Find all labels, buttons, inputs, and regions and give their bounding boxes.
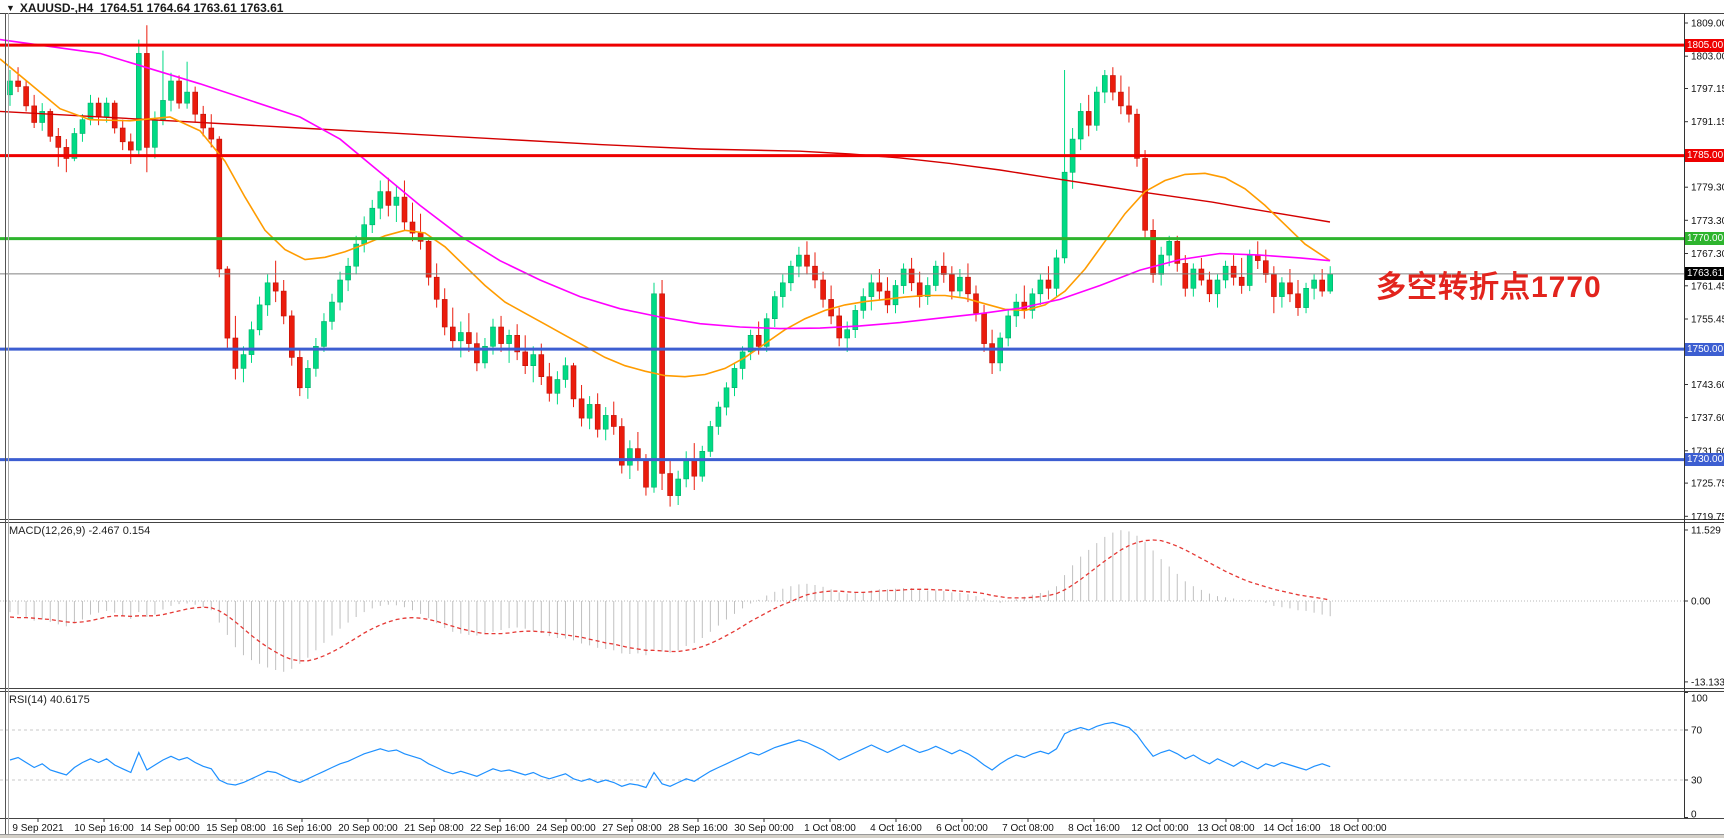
price-tick-label: 1755.45 bbox=[1691, 315, 1724, 326]
date-tick-label: 8 Oct 16:00 bbox=[1068, 823, 1120, 834]
price-tick-label: 1737.60 bbox=[1691, 413, 1724, 424]
time-axis-layer[interactable]: 9 Sep 2021 10 Sep 16:00 14 Sep 00:00 15 Sep… bbox=[12, 818, 1387, 835]
date-tick-label: 14 Oct 16:00 bbox=[1263, 823, 1321, 834]
rsi-tick-label: 70 bbox=[1691, 726, 1703, 737]
frame-layer bbox=[0, 13, 1724, 838]
rsi-line bbox=[9, 721, 1331, 789]
macd-panel-layer bbox=[0, 530, 1684, 672]
moving-averages-layer bbox=[0, 38, 1331, 378]
rsi-tick-label: 100 bbox=[1691, 694, 1708, 705]
macd-tick-label: -13.133 bbox=[1691, 677, 1724, 688]
date-tick-label: 18 Oct 00:00 bbox=[1329, 823, 1387, 834]
ma-fast-line bbox=[0, 58, 1331, 378]
level-price-badge: 1770.00 bbox=[1685, 232, 1724, 246]
date-tick-label: 13 Oct 08:00 bbox=[1197, 823, 1255, 834]
price-tick-label: 1761.45 bbox=[1691, 281, 1724, 292]
price-tick-label: 1743.60 bbox=[1691, 380, 1724, 391]
macd-tick-label: 11.529 bbox=[1691, 525, 1721, 536]
date-tick-label: 27 Sep 08:00 bbox=[602, 823, 662, 834]
date-tick-label: 30 Sep 00:00 bbox=[734, 823, 794, 834]
ohlc-quotes-label: 1764.51 1764.64 1763.61 1763.61 bbox=[99, 1, 284, 15]
chart-title-bar: ▼ XAUUSD-,H4 1764.51 1764.64 1763.61 1763… bbox=[6, 1, 283, 15]
price-tick-label: 1791.15 bbox=[1691, 117, 1724, 128]
ma-mid-line bbox=[0, 38, 1331, 330]
level-price-badge: 1785.00 bbox=[1685, 149, 1724, 163]
date-tick-label: 12 Oct 00:00 bbox=[1131, 823, 1189, 834]
price-tick-label: 1719.75 bbox=[1691, 512, 1724, 523]
date-tick-label: 1 Oct 08:00 bbox=[804, 823, 856, 834]
price-tick-label: 1803.00 bbox=[1691, 52, 1724, 63]
date-tick-label: 15 Sep 08:00 bbox=[206, 823, 266, 834]
price-tick-label: 1779.30 bbox=[1691, 183, 1724, 194]
macd-signal-line bbox=[9, 539, 1331, 662]
date-tick-label: 20 Sep 00:00 bbox=[338, 823, 398, 834]
level-lines-layer bbox=[0, 43, 1684, 462]
date-tick-label: 6 Oct 00:00 bbox=[936, 823, 988, 834]
date-tick-label: 21 Sep 08:00 bbox=[404, 823, 464, 834]
date-tick-label: 22 Sep 16:00 bbox=[470, 823, 530, 834]
price-axis-layer[interactable]: 1809.00 1803.00 1797.15 1791.15 1779.30 1773.… bbox=[1684, 19, 1724, 821]
date-tick-label: 10 Sep 16:00 bbox=[74, 823, 134, 834]
price-tick-label: 1797.15 bbox=[1691, 84, 1724, 95]
macd-indicator-label: MACD(12,26,9) -2.467 0.154 bbox=[9, 525, 151, 537]
price-tick-label: 1767.30 bbox=[1691, 249, 1724, 260]
annotation-text: 多空转折点1770 bbox=[1376, 271, 1602, 304]
ma-slow-line bbox=[0, 110, 1331, 223]
rsi-tick-label: 30 bbox=[1691, 776, 1703, 787]
date-tick-label: 28 Sep 16:00 bbox=[668, 823, 728, 834]
price-tick-label: 1809.00 bbox=[1691, 19, 1724, 30]
date-tick-label: 4 Oct 16:00 bbox=[870, 823, 922, 834]
date-tick-label: 7 Oct 08:00 bbox=[1002, 823, 1054, 834]
date-tick-label: 9 Sep 2021 bbox=[12, 823, 64, 834]
symbol-timeframe-label: XAUUSD-,H4 bbox=[19, 1, 94, 15]
price-tick-label: 1731.60 bbox=[1691, 446, 1724, 457]
date-tick-label: 14 Sep 00:00 bbox=[140, 823, 200, 834]
macd-tick-label: 0.00 bbox=[1691, 597, 1711, 608]
date-tick-label: 16 Sep 16:00 bbox=[272, 823, 332, 834]
price-tick-label: 1725.75 bbox=[1691, 479, 1724, 490]
price-tick-label: 1773.30 bbox=[1691, 216, 1724, 227]
candles-layer bbox=[7, 25, 1333, 507]
chart-dropdown-icon[interactable]: ▼ bbox=[6, 3, 15, 13]
rsi-tick-label: 0 bbox=[1691, 810, 1697, 821]
date-tick-label: 24 Sep 00:00 bbox=[536, 823, 596, 834]
level-price-badge: 1805.00 bbox=[1685, 38, 1724, 52]
current-price-badge: 1763.61 bbox=[1685, 267, 1724, 281]
level-price-badge: 1750.00 bbox=[1685, 342, 1724, 356]
level-price-badge: 1730.00 bbox=[1685, 453, 1724, 467]
rsi-indicator-label: RSI(14) 40.6175 bbox=[9, 694, 90, 706]
rsi-panel-layer bbox=[0, 721, 1684, 789]
